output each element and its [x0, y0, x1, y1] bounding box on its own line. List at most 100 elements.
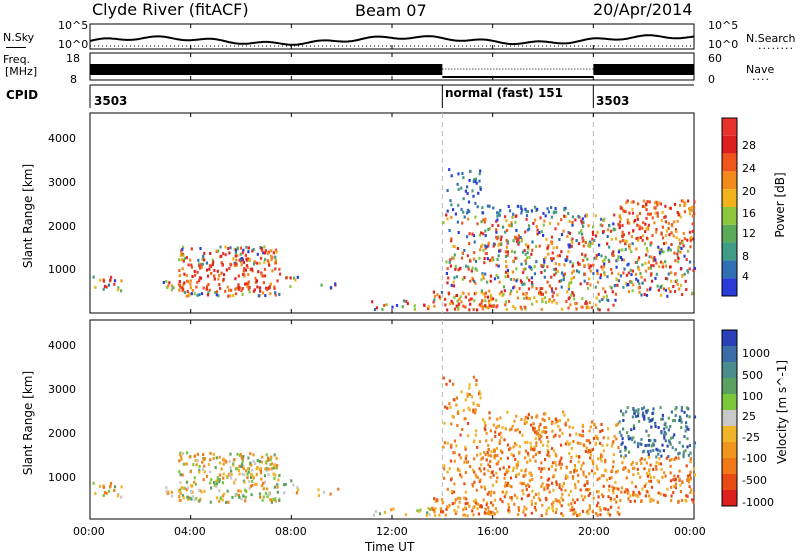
power-cell: [591, 230, 594, 234]
velocity-cell: [212, 457, 215, 460]
velocity-cell: [635, 493, 638, 497]
velocity-cell: [575, 432, 578, 436]
power-cell: [684, 201, 687, 205]
velocity-cell: [667, 416, 670, 420]
power-cell: [649, 266, 652, 270]
velocity-cell: [601, 444, 604, 448]
velocity-cell: [658, 462, 661, 466]
velocity-cell: [544, 496, 547, 500]
velocity-cell: [234, 478, 237, 481]
velocity-cell: [530, 415, 533, 419]
power-cell: [484, 229, 487, 233]
power-cell: [274, 293, 277, 297]
power-cell: [603, 258, 606, 262]
velocity-cell: [428, 513, 431, 517]
velocity-cell: [534, 493, 537, 496]
power-cell: [513, 285, 516, 289]
velocity-cell: [527, 413, 530, 417]
velocity-cell: [667, 428, 670, 432]
velocity-cell: [179, 473, 182, 477]
velocity-cell: [547, 467, 551, 471]
power-cell: [475, 181, 478, 185]
power-cell: [224, 253, 227, 257]
power-cell: [640, 293, 643, 297]
power-cell: [691, 214, 694, 218]
power-cell: [274, 267, 277, 271]
power-cell: [102, 287, 105, 291]
velocity-cell: [632, 424, 635, 428]
velocity-cell: [543, 467, 546, 470]
power-cell: [229, 262, 232, 266]
power-cell: [649, 243, 652, 247]
power-cell: [662, 250, 665, 254]
power-cell: [674, 272, 677, 276]
power-cell: [624, 282, 628, 286]
velocity-cell: [188, 455, 191, 459]
velocity-cell: [501, 490, 504, 494]
velocity-cell: [522, 481, 525, 485]
power-cell: [460, 300, 463, 304]
velocity-cell: [559, 458, 562, 462]
velocity-cell: [661, 413, 664, 417]
velocity-cell: [529, 459, 532, 462]
velocity-cell: [488, 512, 491, 516]
velocity-cell: [167, 492, 170, 495]
power-cell: [575, 239, 578, 242]
velocity-cell: [640, 499, 643, 503]
velocity-cell: [619, 499, 622, 502]
velocity-cell: [179, 498, 182, 502]
power-cell: [688, 267, 691, 271]
velocity-cell: [674, 478, 677, 482]
velocity-cell: [689, 451, 692, 455]
velocity-cell: [508, 428, 512, 432]
power-cell: [676, 282, 679, 286]
power-cell: [538, 244, 541, 248]
velocity-cell: [455, 396, 458, 400]
velocity-cell: [471, 509, 474, 513]
power-cell: [647, 266, 650, 270]
velocity-cell: [513, 502, 516, 506]
power-cell: [536, 228, 539, 232]
freq-label: Freq.: [3, 53, 31, 66]
power-cell: [653, 221, 656, 225]
power-cell: [120, 289, 123, 293]
velocity-cell: [597, 490, 600, 493]
velocity-cell: [466, 514, 469, 518]
velocity-cell: [249, 472, 253, 476]
velocity-cell: [593, 471, 597, 475]
velocity-cell: [496, 417, 499, 421]
velocity-cell: [270, 498, 273, 502]
power-cell: [539, 287, 542, 290]
velocity-cell: [664, 432, 667, 436]
power-cell: [190, 265, 193, 269]
power-cell: [643, 278, 646, 282]
velocity-cell: [535, 444, 538, 448]
power-cell: [262, 251, 265, 255]
velocity-cell: [486, 511, 489, 515]
power-cell: [541, 292, 544, 296]
power-cell: [510, 224, 513, 228]
vel-cbar-tick-n100: -100: [742, 452, 767, 465]
velocity-cell: [586, 481, 589, 485]
velocity-cell: [479, 469, 482, 473]
velocity-cell: [456, 424, 459, 427]
velocity-cell: [567, 493, 570, 497]
velocity-cell: [490, 512, 493, 516]
velocity-cell: [267, 473, 270, 477]
velocity-cell: [486, 492, 489, 496]
velocity-cell: [542, 430, 545, 433]
velocity-cell: [686, 494, 689, 498]
power-cell: [253, 260, 256, 264]
velocity-cell: [278, 497, 281, 501]
power-cell: [502, 285, 506, 289]
power-cell: [647, 227, 650, 231]
power-cell: [637, 238, 640, 242]
power-cell: [558, 254, 561, 258]
power-cell: [227, 247, 230, 250]
velocity-cell: [439, 507, 442, 511]
xtick-00: 00:00: [73, 525, 105, 538]
power-cell: [659, 285, 662, 289]
velocity-cell: [227, 500, 230, 504]
velocity-cell: [120, 495, 123, 499]
power-cell: [585, 214, 588, 218]
